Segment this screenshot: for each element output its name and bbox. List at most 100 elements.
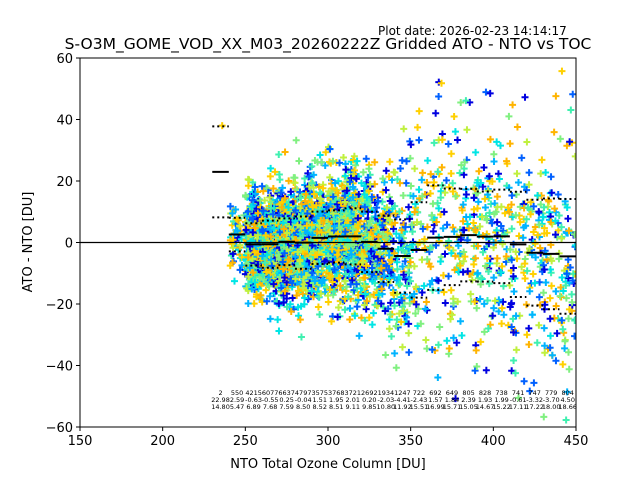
scatter-point	[571, 316, 576, 324]
scatter-point	[546, 294, 554, 302]
scatter-point	[493, 254, 501, 262]
scatter-point	[421, 235, 429, 243]
scatter-point	[243, 212, 251, 220]
scatter-point	[252, 293, 260, 301]
scatter-point	[297, 302, 305, 310]
scatter-point	[274, 316, 282, 324]
scatter-point	[259, 227, 267, 235]
scatter-point	[389, 237, 397, 245]
scatter-point	[266, 315, 274, 323]
scatter-point	[515, 232, 523, 240]
scatter-point	[435, 204, 443, 212]
scatter-point	[299, 232, 307, 240]
scatter-point	[473, 179, 481, 187]
scatter-point	[308, 269, 316, 277]
scatter-point	[408, 228, 416, 236]
scatter-point	[570, 231, 576, 239]
scatter-point	[430, 139, 438, 147]
scatter-point	[406, 154, 414, 162]
scatter-point	[481, 204, 489, 212]
scatter-point	[461, 158, 469, 166]
bin-mean-label: 4.50	[560, 396, 574, 404]
scatter-point	[417, 320, 425, 328]
scatter-point	[295, 312, 303, 320]
scatter-point	[332, 197, 340, 205]
scatter-point	[463, 220, 471, 228]
scatter-point	[479, 232, 487, 240]
scatter-point	[486, 209, 494, 217]
scatter-point	[512, 312, 520, 320]
scatter-point	[352, 161, 360, 169]
scatter-point	[407, 141, 415, 149]
scatter-point	[454, 136, 462, 144]
scatter-point	[292, 206, 300, 214]
scatter-point	[480, 328, 488, 336]
scatter-point	[429, 200, 437, 208]
scatter-point	[297, 271, 305, 279]
scatter-point	[326, 286, 334, 294]
scatter-point	[251, 190, 259, 198]
scatter-point	[535, 293, 543, 301]
scatter-point	[460, 257, 468, 265]
scatter-point	[524, 204, 532, 212]
bin-std-label: 15.05	[459, 403, 478, 411]
y-tick-label: 40	[56, 114, 73, 129]
scatter-point	[383, 203, 391, 211]
scatter-point	[275, 171, 283, 179]
scatter-point	[522, 222, 530, 230]
bin-mean-label: -2.43	[411, 396, 428, 404]
scatter-point	[544, 196, 552, 204]
scatter-point	[342, 166, 350, 174]
scatter-point	[427, 263, 435, 271]
scatter-point	[462, 97, 470, 105]
bin-count-label: 779	[545, 389, 557, 397]
scatter-point	[409, 192, 417, 200]
scatter-point	[380, 178, 388, 186]
scatter-point	[392, 209, 400, 217]
scatter-point	[403, 282, 411, 290]
scatter-point	[373, 204, 381, 212]
scatter-point	[389, 225, 397, 233]
scatter-point	[453, 339, 461, 347]
scatter-point	[275, 327, 283, 335]
scatter-point	[359, 210, 367, 218]
scatter-point	[228, 209, 236, 217]
scatter-point	[448, 311, 456, 319]
bin-std-label: 8.50	[296, 403, 310, 411]
scatter-point	[344, 293, 352, 301]
scatter-point	[349, 218, 357, 226]
bin-count-label: 4797	[295, 389, 312, 397]
scatter-point	[418, 192, 426, 200]
scatter-point	[548, 282, 556, 290]
scatter-point	[562, 416, 570, 424]
scatter-point	[464, 267, 472, 275]
bin-std-label: 8.51	[329, 403, 343, 411]
scatter-point	[450, 299, 458, 307]
scatter-point	[279, 258, 287, 266]
scatter-point	[550, 128, 558, 136]
scatter-point	[368, 206, 376, 214]
scatter-point	[490, 158, 498, 166]
scatter-point	[450, 112, 458, 120]
scatter-point	[291, 217, 299, 225]
scatter-point	[374, 297, 382, 305]
scatter-point	[382, 262, 390, 270]
scatter-point	[275, 150, 283, 158]
scatter-point	[267, 205, 275, 213]
scatter-point	[437, 187, 445, 195]
scatter-point	[437, 210, 445, 218]
scatter-point	[493, 193, 501, 201]
scatter-point	[251, 183, 259, 191]
scatter-point	[259, 187, 267, 195]
scatter-point	[372, 208, 380, 216]
scatter-point	[485, 268, 493, 276]
scatter-point	[559, 325, 567, 333]
bin-count-label: 3721	[345, 389, 362, 397]
scatter-point	[411, 208, 419, 216]
scatter-point	[391, 202, 399, 210]
scatter-point	[509, 328, 517, 336]
scatter-point	[507, 201, 515, 209]
scatter-point	[540, 413, 548, 421]
scatter-point	[365, 165, 373, 173]
scatter-point	[391, 219, 399, 227]
